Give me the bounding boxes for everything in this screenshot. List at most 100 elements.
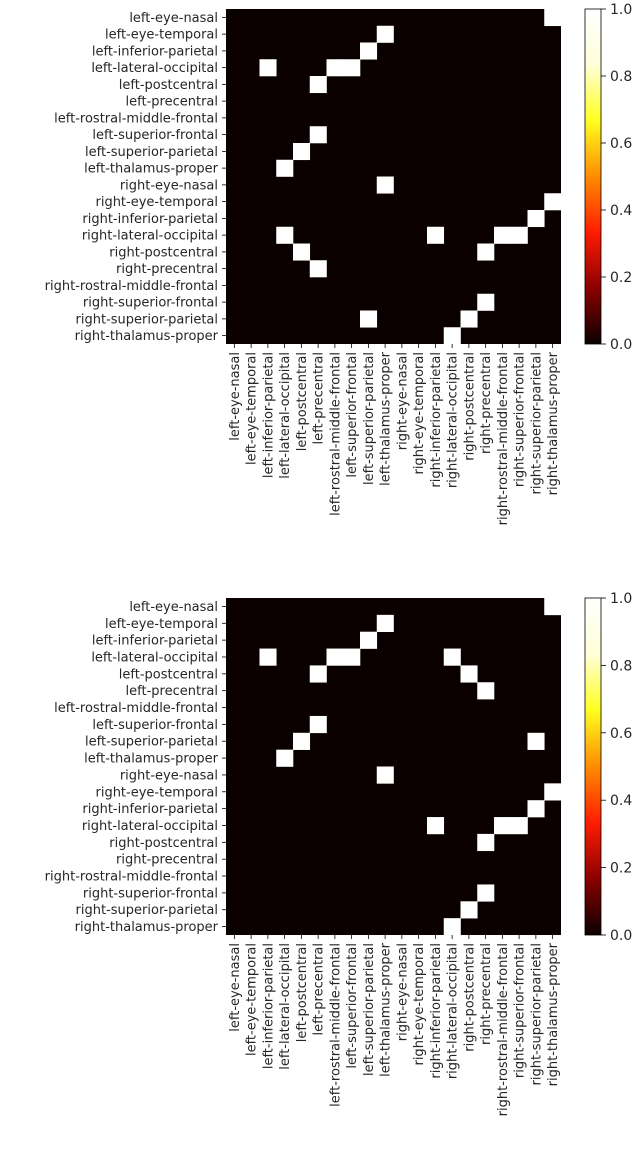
- x-tick-label: right-lateral-occipital: [446, 352, 461, 488]
- heatmap-cell: [309, 126, 327, 144]
- heatmap-cell: [544, 9, 562, 27]
- x-tick-label: right-rostral-middle-frontal: [496, 943, 511, 1116]
- heatmap-cell: [326, 648, 344, 666]
- y-tick-label: right-postcentral: [109, 245, 218, 260]
- colorbar-tick-label: 0.6: [610, 136, 632, 152]
- heatmap-panel-2: left-eye-nasalleft-eye-temporalleft-infe…: [45, 591, 633, 1116]
- heatmap-cell: [376, 25, 394, 43]
- y-tick-label: right-thalamus-proper: [75, 920, 219, 935]
- y-tick-label: left-lateral-occipital: [91, 61, 218, 76]
- y-tick-label: left-superior-frontal: [92, 718, 218, 733]
- x-tick-label: right-eye-nasal: [395, 352, 410, 450]
- x-tick-label: right-eye-temporal: [412, 943, 427, 1066]
- y-tick-label: left-lateral-occipital: [91, 650, 218, 665]
- colorbar: [584, 597, 602, 936]
- x-tick-label: right-precentral: [479, 352, 494, 454]
- y-tick-label: right-superior-parietal: [76, 312, 218, 327]
- colorbar-tick-label: 0.4: [610, 793, 632, 809]
- x-tick-label: right-postcentral: [462, 352, 477, 461]
- y-tick-label: right-eye-temporal: [95, 785, 218, 800]
- x-tick-label: left-thalamus-proper: [379, 351, 394, 486]
- heatmap-cell: [544, 193, 562, 211]
- y-tick-label: right-precentral: [116, 262, 218, 277]
- heatmap-cell: [477, 243, 495, 261]
- heatmap-cell: [544, 598, 562, 616]
- heatmap-cell: [276, 226, 294, 244]
- heatmap-cell: [360, 631, 378, 649]
- x-tick-label: left-inferior-parietal: [261, 943, 276, 1069]
- x-tick-label: left-eye-temporal: [245, 943, 260, 1056]
- y-tick-label: right-eye-nasal: [120, 768, 218, 783]
- heatmap-cell: [309, 665, 327, 683]
- y-tick-label: left-precentral: [126, 684, 218, 699]
- y-tick-label: left-thalamus-proper: [84, 752, 219, 767]
- y-tick-label: left-postcentral: [119, 78, 218, 93]
- x-tick-label: left-superior-parietal: [362, 352, 377, 485]
- x-tick-label: right-thalamus-proper: [546, 942, 561, 1086]
- colorbar-tick-label: 1.0: [610, 591, 632, 607]
- x-tick-label: left-precentral: [312, 352, 327, 444]
- heatmap-cell: [427, 817, 445, 835]
- y-tick-label: left-eye-temporal: [105, 617, 218, 632]
- heatmap-cell: [376, 766, 394, 784]
- heatmap-cell: [510, 817, 528, 835]
- x-tick-label: right-eye-nasal: [395, 943, 410, 1041]
- x-tick-label: right-thalamus-proper: [546, 351, 561, 495]
- heatmap-cell: [259, 59, 277, 77]
- y-tick-label: left-rostral-middle-frontal: [54, 111, 218, 126]
- heatmap-cell: [544, 783, 562, 801]
- y-tick-label: left-eye-temporal: [105, 28, 218, 43]
- heatmap-cell: [326, 59, 344, 77]
- colorbar-tick-label: 0.0: [610, 337, 632, 353]
- y-tick-label: right-lateral-occipital: [82, 819, 218, 834]
- x-tick-label: left-superior-parietal: [362, 943, 377, 1076]
- colorbar-tick-label: 0.2: [610, 270, 632, 286]
- x-tick-label: left-lateral-occipital: [278, 352, 293, 479]
- x-tick-label: right-precentral: [479, 943, 494, 1045]
- y-tick-label: left-postcentral: [119, 667, 218, 682]
- heatmap-cell: [360, 310, 378, 328]
- x-tick-label: right-rostral-middle-frontal: [496, 352, 511, 525]
- y-tick-label: right-inferior-parietal: [82, 212, 218, 227]
- heatmap-cell: [293, 143, 311, 161]
- y-tick-label: left-superior-parietal: [85, 735, 218, 750]
- colorbar-tick-label: 0.2: [610, 861, 632, 877]
- x-tick-label: right-inferior-parietal: [429, 943, 444, 1079]
- y-tick-label: left-eye-nasal: [129, 600, 218, 615]
- heatmap-cell: [527, 210, 545, 228]
- x-tick-label: left-rostral-middle-frontal: [328, 943, 343, 1107]
- heatmap-cell: [343, 59, 361, 77]
- y-tick-label: left-inferior-parietal: [92, 44, 218, 59]
- heatmap-cell: [443, 918, 461, 936]
- x-tick-label: left-superior-frontal: [345, 352, 360, 478]
- heatmap-cell: [259, 648, 277, 666]
- y-tick-label: left-superior-frontal: [92, 128, 218, 143]
- heatmap-cell: [376, 614, 394, 632]
- x-tick-label: right-inferior-parietal: [429, 352, 444, 488]
- y-tick-label: right-superior-parietal: [76, 903, 218, 918]
- x-tick-label: left-postcentral: [295, 352, 310, 451]
- heatmap-cell: [309, 715, 327, 734]
- x-tick-label: right-superior-parietal: [529, 352, 544, 494]
- heatmap-cell: [276, 159, 294, 177]
- x-tick-label: left-inferior-parietal: [261, 352, 276, 478]
- heatmap-cell: [293, 732, 311, 750]
- heatmap-cell: [477, 884, 495, 902]
- heatmap-cell: [477, 833, 495, 852]
- y-tick-label: right-superior-frontal: [83, 886, 218, 901]
- x-tick-label: left-eye-temporal: [245, 352, 260, 465]
- heatmap-cell: [494, 817, 512, 835]
- x-tick-label: right-superior-parietal: [529, 943, 544, 1085]
- x-tick-label: left-rostral-middle-frontal: [328, 352, 343, 516]
- y-tick-label: right-eye-temporal: [95, 195, 218, 210]
- y-tick-label: left-inferior-parietal: [92, 634, 218, 649]
- y-tick-label: left-superior-parietal: [85, 145, 218, 160]
- x-tick-label: right-postcentral: [462, 943, 477, 1052]
- heatmap-cell: [360, 42, 378, 60]
- x-tick-label: right-eye-temporal: [412, 352, 427, 475]
- y-tick-label: right-rostral-middle-frontal: [45, 870, 218, 885]
- x-tick-label: left-superior-frontal: [345, 943, 360, 1069]
- x-tick-label: left-postcentral: [295, 943, 310, 1042]
